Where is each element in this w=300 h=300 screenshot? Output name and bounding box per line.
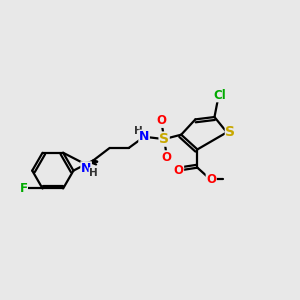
Text: N: N bbox=[139, 130, 149, 143]
Text: H: H bbox=[89, 168, 98, 178]
Text: H: H bbox=[134, 126, 143, 136]
Text: S: S bbox=[159, 132, 169, 146]
Text: O: O bbox=[174, 164, 184, 176]
Text: F: F bbox=[20, 182, 27, 195]
Text: Cl: Cl bbox=[213, 89, 226, 102]
Text: O: O bbox=[161, 151, 172, 164]
Text: N: N bbox=[81, 162, 91, 175]
Text: O: O bbox=[206, 173, 216, 186]
Text: O: O bbox=[157, 114, 167, 127]
Text: S: S bbox=[225, 125, 236, 139]
